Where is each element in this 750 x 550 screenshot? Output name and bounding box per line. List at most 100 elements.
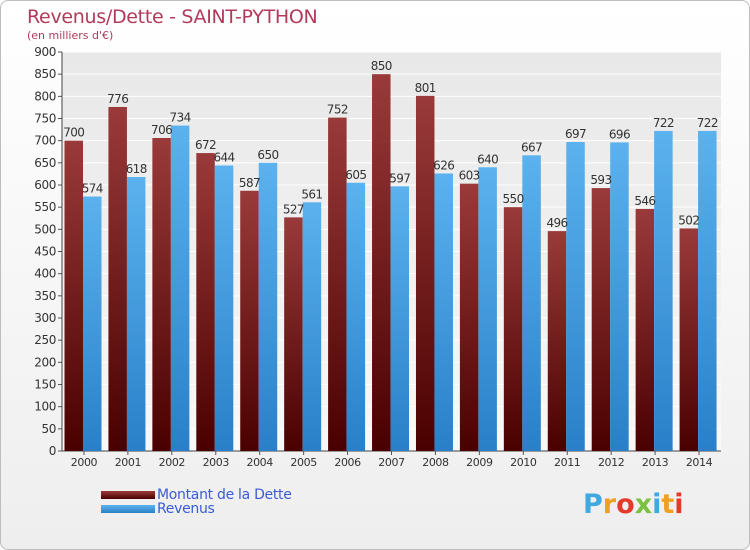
bar-revenue bbox=[346, 182, 366, 452]
bar-revenue bbox=[302, 202, 322, 451]
x-tick-label: 2009 bbox=[466, 456, 493, 469]
x-tick-label: 2012 bbox=[598, 456, 624, 469]
bar-debt bbox=[372, 74, 391, 452]
data-label-revenue: 644 bbox=[213, 150, 234, 164]
data-label-debt: 593 bbox=[590, 173, 611, 187]
y-tick-label: 0 bbox=[49, 444, 56, 458]
logo-letter: r bbox=[602, 489, 617, 520]
bar-revenue bbox=[610, 142, 629, 451]
bar-revenue bbox=[214, 165, 234, 451]
logo-letter: P bbox=[583, 489, 603, 520]
logo-letter: i bbox=[674, 489, 684, 520]
data-label-revenue: 605 bbox=[345, 168, 366, 182]
data-label-revenue: 626 bbox=[433, 158, 454, 172]
x-tick-label: 2011 bbox=[554, 456, 580, 469]
legend-swatch-revenue bbox=[101, 505, 155, 513]
data-label-debt: 496 bbox=[546, 216, 567, 230]
data-label-debt: 706 bbox=[151, 123, 172, 137]
data-label-debt: 502 bbox=[678, 213, 699, 227]
data-label-revenue: 734 bbox=[170, 111, 191, 125]
data-label-revenue: 650 bbox=[257, 148, 278, 162]
data-label-revenue: 696 bbox=[609, 127, 630, 141]
bar-revenue bbox=[390, 186, 410, 451]
data-label-debt: 550 bbox=[503, 192, 524, 206]
y-tick-label: 600 bbox=[34, 178, 56, 192]
legend-swatch-debt bbox=[101, 491, 155, 499]
bar-debt bbox=[503, 207, 523, 451]
y-tick-label: 550 bbox=[34, 200, 56, 214]
bar-revenue bbox=[654, 130, 673, 451]
bar-debt bbox=[152, 138, 171, 452]
legend-label-debt: Montant de la Dette bbox=[157, 487, 292, 503]
data-label-debt: 700 bbox=[63, 126, 84, 140]
data-label-revenue: 722 bbox=[697, 116, 718, 130]
bar-debt bbox=[635, 208, 655, 451]
logo-letter: i bbox=[652, 489, 662, 520]
bar-debt bbox=[196, 153, 215, 451]
data-label-debt: 527 bbox=[283, 202, 304, 216]
x-tick-label: 2003 bbox=[203, 456, 230, 469]
bar-revenue bbox=[522, 155, 541, 451]
y-tick-label: 100 bbox=[34, 400, 56, 414]
data-label-revenue: 618 bbox=[126, 162, 147, 176]
bar-revenue bbox=[170, 125, 190, 452]
chart-title: Revenus/Dette - SAINT-PYTHON bbox=[27, 6, 318, 28]
x-tick-label: 2006 bbox=[334, 456, 361, 469]
x-tick-label: 2008 bbox=[422, 456, 449, 469]
bar-debt bbox=[679, 228, 699, 451]
bar-debt bbox=[284, 217, 303, 451]
x-tick-label: 2002 bbox=[159, 456, 185, 469]
data-label-debt: 546 bbox=[634, 194, 655, 208]
data-label-revenue: 697 bbox=[565, 127, 586, 141]
bar-revenue bbox=[478, 167, 497, 451]
x-tick-label: 2013 bbox=[642, 456, 669, 469]
y-tick-label: 850 bbox=[34, 67, 56, 81]
chart-subtitle: (en milliers d'€) bbox=[27, 29, 114, 42]
bar-revenue bbox=[258, 162, 278, 452]
x-tick-label: 2005 bbox=[290, 456, 317, 469]
y-tick-label: 350 bbox=[34, 289, 56, 303]
data-label-revenue: 640 bbox=[477, 152, 498, 166]
bar-debt bbox=[547, 231, 567, 451]
y-tick-label: 250 bbox=[34, 333, 56, 347]
y-tick-label: 700 bbox=[34, 134, 56, 148]
data-label-revenue: 722 bbox=[653, 116, 674, 130]
x-tick-label: 2001 bbox=[115, 456, 141, 469]
bar-debt bbox=[591, 188, 611, 451]
bar-debt bbox=[415, 95, 435, 451]
bar-revenue bbox=[698, 130, 717, 451]
bar-debt bbox=[108, 106, 127, 452]
y-tick-label: 450 bbox=[34, 245, 56, 259]
y-tick-label: 500 bbox=[34, 222, 56, 236]
x-tick-label: 2004 bbox=[246, 456, 273, 469]
y-tick-label: 200 bbox=[34, 355, 56, 369]
data-label-debt: 672 bbox=[195, 138, 216, 152]
y-tick-label: 650 bbox=[34, 156, 56, 170]
data-label-revenue: 597 bbox=[389, 171, 410, 185]
data-label-debt: 776 bbox=[107, 92, 128, 106]
bar-revenue bbox=[83, 196, 102, 451]
logo-letter: t bbox=[661, 489, 675, 520]
bar-revenue bbox=[434, 173, 453, 451]
data-label-revenue: 561 bbox=[301, 187, 322, 201]
y-tick-label: 50 bbox=[42, 422, 56, 436]
bar-revenue bbox=[566, 141, 585, 451]
bar-revenue bbox=[126, 177, 146, 451]
bar-debt bbox=[328, 117, 347, 451]
bar-debt bbox=[64, 140, 83, 451]
bar-debt bbox=[459, 183, 479, 452]
data-label-debt: 850 bbox=[371, 59, 392, 73]
legend-item-debt: Montant de la Dette bbox=[101, 487, 292, 503]
x-tick-label: 2000 bbox=[71, 456, 98, 469]
y-tick-label: 400 bbox=[34, 267, 56, 281]
data-label-revenue: 667 bbox=[521, 140, 542, 154]
y-tick-label: 150 bbox=[34, 378, 56, 392]
y-tick-label: 800 bbox=[34, 89, 56, 103]
y-tick-label: 300 bbox=[34, 311, 56, 325]
data-label-debt: 752 bbox=[327, 103, 348, 117]
legend-item-revenue: Revenus bbox=[101, 501, 215, 517]
data-label-debt: 587 bbox=[239, 176, 260, 190]
data-label-revenue: 574 bbox=[82, 182, 103, 196]
